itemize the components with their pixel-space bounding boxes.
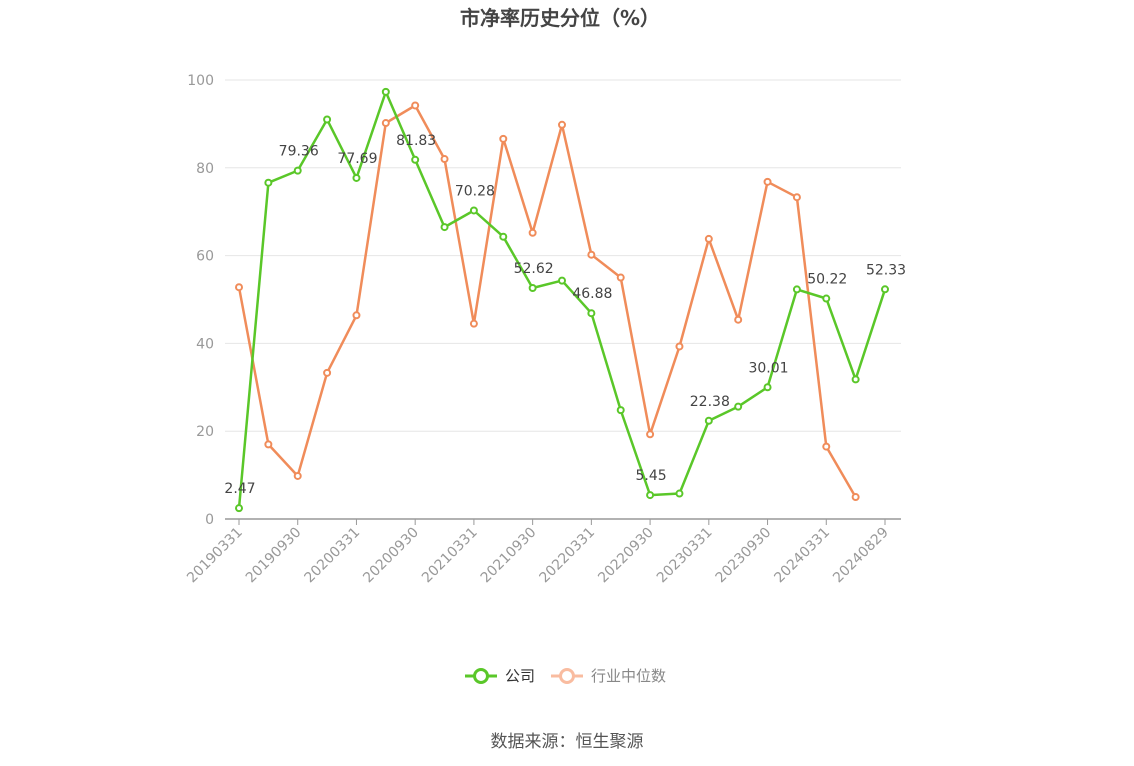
data-point[interactable] bbox=[528, 228, 537, 237]
x-tick-label: 20190930 bbox=[243, 525, 305, 587]
x-tick-label: 20240331 bbox=[771, 525, 833, 587]
x-tick-label: 20220331 bbox=[536, 525, 598, 587]
data-point[interactable] bbox=[440, 223, 449, 232]
legend-item-industry-median[interactable]: 行业中位数 bbox=[551, 667, 666, 685]
data-point[interactable] bbox=[381, 87, 390, 96]
x-tick-label: 20240829 bbox=[830, 525, 892, 587]
data-point[interactable] bbox=[264, 440, 273, 449]
grid-lines bbox=[225, 79, 901, 432]
x-tick-label: 20220930 bbox=[595, 525, 657, 587]
legend[interactable]: 公司 行业中位数 bbox=[465, 667, 666, 685]
data-point[interactable] bbox=[763, 383, 772, 392]
data-point[interactable] bbox=[264, 178, 273, 187]
data-point[interactable] bbox=[558, 276, 566, 285]
data-point[interactable] bbox=[822, 294, 831, 303]
x-axis: 2019033120190930202003312020093020210331… bbox=[184, 519, 892, 586]
y-tick-label: 40 bbox=[196, 336, 214, 352]
series-line-company bbox=[237, 90, 887, 509]
data-point[interactable] bbox=[235, 504, 243, 513]
y-tick-label: 20 bbox=[196, 424, 214, 440]
data-label: 5.45 bbox=[636, 468, 667, 484]
data-point[interactable] bbox=[323, 368, 332, 377]
data-point[interactable] bbox=[587, 309, 596, 318]
data-label: 22.38 bbox=[690, 394, 730, 410]
data-point[interactable] bbox=[792, 193, 801, 202]
data-point[interactable] bbox=[352, 311, 361, 320]
data-point[interactable] bbox=[675, 342, 684, 351]
chart-title: 市净率历史分位（%） bbox=[460, 6, 660, 30]
data-point[interactable] bbox=[323, 115, 332, 124]
data-label: 79.36 bbox=[279, 144, 319, 160]
data-point[interactable] bbox=[792, 285, 801, 294]
data-point[interactable] bbox=[381, 119, 390, 128]
y-tick-label: 60 bbox=[196, 249, 214, 265]
data-point[interactable] bbox=[704, 234, 713, 243]
data-point[interactable] bbox=[293, 166, 302, 175]
data-point[interactable] bbox=[851, 493, 860, 502]
data-label: 52.33 bbox=[866, 262, 906, 278]
data-label: 70.28 bbox=[455, 183, 495, 199]
series-group bbox=[235, 87, 889, 513]
data-point[interactable] bbox=[411, 101, 420, 110]
source-note: 数据来源：恒生聚源 bbox=[491, 732, 644, 752]
data-point[interactable] bbox=[558, 120, 566, 129]
data-point[interactable] bbox=[734, 402, 743, 411]
data-point[interactable] bbox=[411, 155, 420, 164]
data-point[interactable] bbox=[881, 285, 889, 294]
data-point[interactable] bbox=[499, 232, 508, 241]
y-axis: 0 20 40 60 80 100 bbox=[187, 73, 214, 528]
data-point[interactable] bbox=[469, 319, 478, 328]
legend-label: 行业中位数 bbox=[591, 667, 666, 685]
data-point[interactable] bbox=[734, 315, 743, 324]
y-tick-label: 100 bbox=[187, 73, 214, 89]
x-tick-label: 20200930 bbox=[360, 525, 422, 587]
legend-marker bbox=[559, 668, 575, 684]
data-label: 2.47 bbox=[224, 481, 255, 497]
x-tick-label: 20190331 bbox=[184, 525, 246, 587]
data-point[interactable] bbox=[851, 375, 860, 384]
data-label: 52.62 bbox=[514, 261, 554, 277]
data-point[interactable] bbox=[675, 489, 684, 498]
data-point[interactable] bbox=[822, 442, 831, 451]
legend-marker bbox=[473, 668, 489, 684]
legend-label: 公司 bbox=[505, 667, 535, 685]
data-point[interactable] bbox=[499, 134, 508, 143]
data-point[interactable] bbox=[352, 173, 361, 182]
data-point[interactable] bbox=[528, 283, 537, 292]
data-label: 46.88 bbox=[572, 286, 612, 302]
x-tick-label: 20210930 bbox=[478, 525, 540, 587]
data-point[interactable] bbox=[704, 416, 713, 425]
data-point[interactable] bbox=[646, 430, 655, 439]
data-point[interactable] bbox=[293, 471, 302, 480]
data-point[interactable] bbox=[616, 273, 625, 282]
data-point[interactable] bbox=[646, 491, 655, 500]
data-label: 77.69 bbox=[337, 151, 377, 167]
legend-item-company[interactable]: 公司 bbox=[465, 667, 535, 685]
data-point[interactable] bbox=[616, 406, 625, 415]
data-label: 30.01 bbox=[748, 360, 788, 376]
x-tick-label: 20230331 bbox=[654, 525, 716, 587]
data-labels: 2.47 79.36 77.69 81.83 70.28 52.62 46.88 5.45 22… bbox=[224, 133, 906, 497]
data-label: 81.83 bbox=[396, 133, 436, 149]
x-tick-label: 20200331 bbox=[302, 525, 364, 587]
x-tick-label: 20210331 bbox=[419, 525, 481, 587]
data-point[interactable] bbox=[587, 250, 596, 259]
series-line-industry-median bbox=[237, 104, 857, 498]
data-label: 50.22 bbox=[807, 272, 847, 288]
y-tick-label: 80 bbox=[196, 161, 214, 177]
data-point[interactable] bbox=[440, 155, 449, 164]
x-tick-label: 20230930 bbox=[713, 525, 775, 587]
data-point[interactable] bbox=[469, 206, 478, 215]
data-point[interactable] bbox=[763, 177, 772, 186]
data-point[interactable] bbox=[235, 283, 243, 292]
y-tick-label: 0 bbox=[205, 512, 214, 528]
